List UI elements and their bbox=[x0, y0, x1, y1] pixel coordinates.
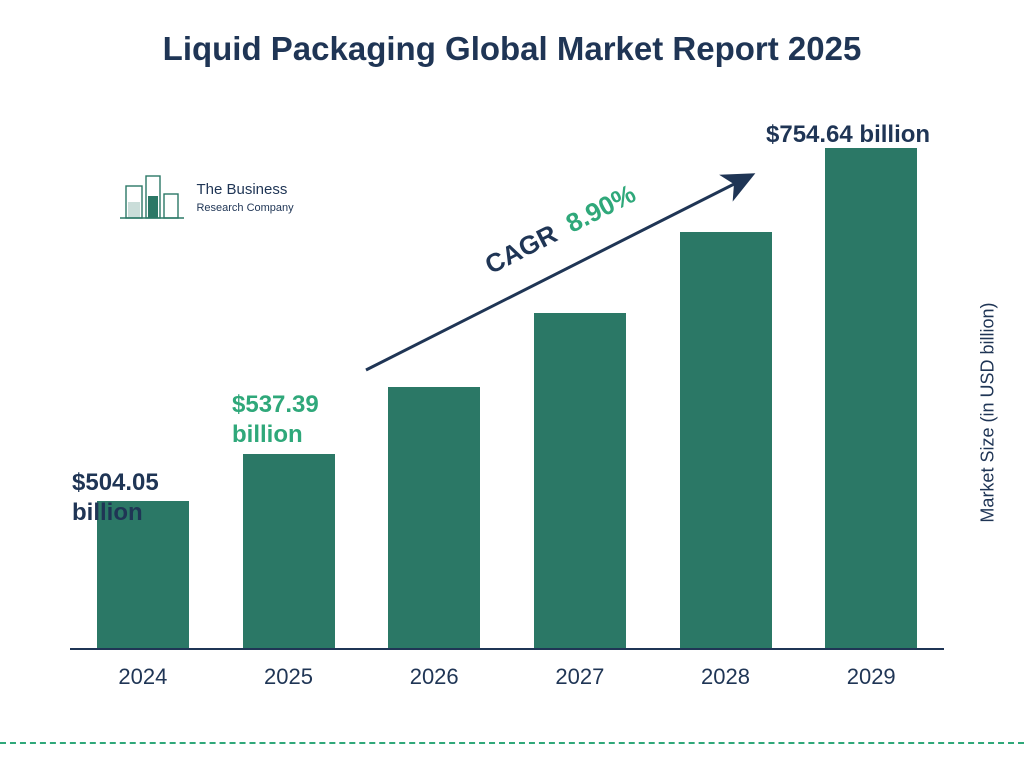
bar-slot bbox=[507, 313, 653, 648]
x-tick-label: 2027 bbox=[507, 664, 653, 690]
footer-dashed-line bbox=[0, 742, 1024, 744]
bar bbox=[534, 313, 626, 648]
bar bbox=[680, 232, 772, 648]
bar bbox=[243, 454, 335, 648]
x-tick-label: 2028 bbox=[653, 664, 799, 690]
x-axis-labels: 202420252026202720282029 bbox=[70, 664, 944, 690]
x-tick-label: 2026 bbox=[361, 664, 507, 690]
bar-slot bbox=[361, 387, 507, 648]
x-tick-label: 2025 bbox=[216, 664, 362, 690]
bar-slot bbox=[798, 148, 944, 648]
chart-plot-area: 202420252026202720282029 Market Size (in… bbox=[70, 140, 944, 648]
chart-container: { "title": { "text": "Liquid Packaging G… bbox=[0, 0, 1024, 768]
x-tick-label: 2024 bbox=[70, 664, 216, 690]
x-tick-label: 2029 bbox=[798, 664, 944, 690]
bar bbox=[388, 387, 480, 648]
chart-title: Liquid Packaging Global Market Report 20… bbox=[0, 30, 1024, 68]
callout-2029: $754.64 billion bbox=[766, 120, 930, 150]
x-axis-line bbox=[70, 648, 944, 650]
bar-slot bbox=[216, 454, 362, 648]
bar bbox=[825, 148, 917, 648]
callout-2025: $537.39billion bbox=[232, 390, 319, 450]
bar-slot bbox=[653, 232, 799, 648]
bars-group bbox=[70, 140, 944, 648]
y-axis-label: Market Size (in USD billion) bbox=[978, 303, 999, 523]
callout-2024: $504.05billion bbox=[72, 468, 159, 528]
